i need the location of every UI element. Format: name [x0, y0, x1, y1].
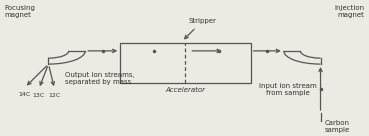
Text: Output ion streams,
separated by mass: Output ion streams, separated by mass [65, 72, 135, 85]
Text: Stripper: Stripper [185, 18, 216, 39]
Bar [120, 43, 251, 83]
Text: Injection
magnet: Injection magnet [335, 5, 365, 18]
Text: Focusing
magnet: Focusing magnet [4, 5, 35, 18]
Text: 13C: 13C [32, 93, 45, 98]
Text: 14C: 14C [18, 92, 31, 97]
Text: Accelerator: Accelerator [165, 86, 206, 93]
Text: 12C: 12C [48, 93, 61, 98]
Text: Input ion stream
from sample: Input ion stream from sample [259, 83, 316, 96]
Text: Carbon
sample: Carbon sample [324, 120, 349, 133]
